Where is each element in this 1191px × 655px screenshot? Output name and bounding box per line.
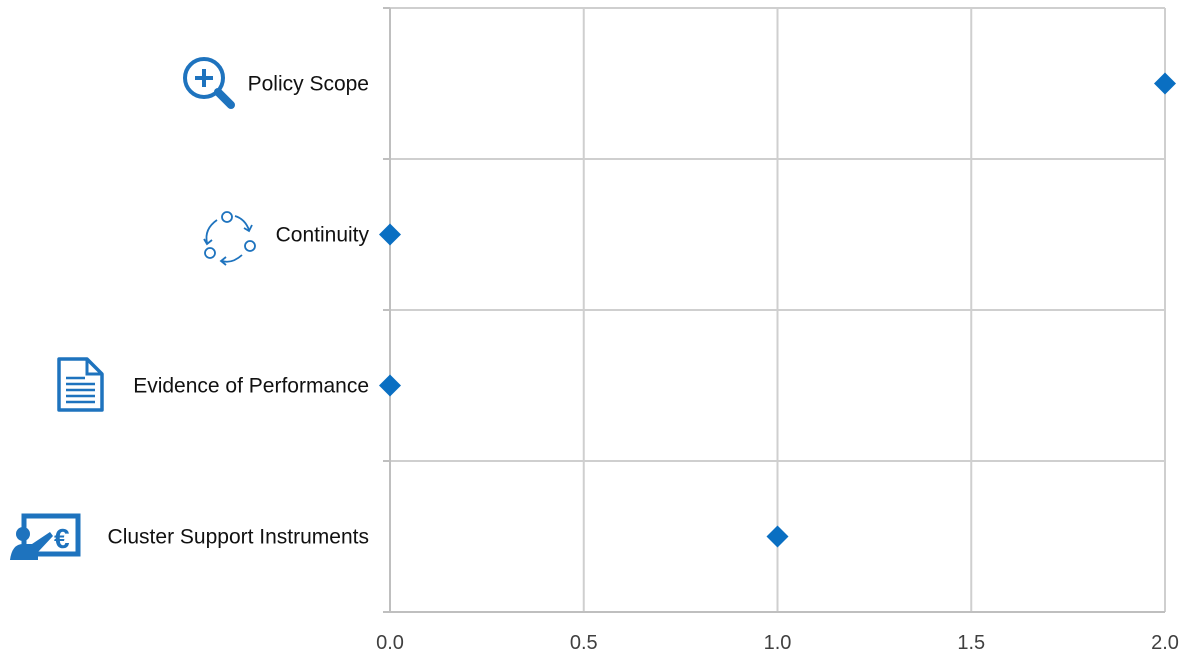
data-point [1154,72,1176,95]
grid-lines [390,7,1166,612]
axes [383,7,1165,613]
data-point [379,374,401,397]
data-markers [379,72,1176,548]
x-tick-label: 0.5 [570,632,598,654]
document-icon [57,357,104,412]
category-label: Cluster Support Instruments [108,526,369,549]
category-label: Continuity [276,224,370,247]
x-tick-label: 1.0 [764,632,792,654]
category-label: Evidence of Performance [133,375,369,398]
magnifier-plus-icon [183,57,235,109]
x-tick-label: 2.0 [1151,632,1179,654]
x-tick-label: 0.0 [376,632,404,654]
svg-text:€: € [54,523,70,554]
category-labels: Policy Scope Continuity Evidence of Perfor… [108,73,370,549]
category-label: Policy Scope [248,73,369,96]
presenter-euro-icon: € [10,513,81,560]
cycle-arrows-icon [203,211,256,266]
data-point [766,525,789,548]
x-tick-labels: 0.0 0.5 1.0 1.5 2.0 [376,632,1179,654]
x-tick-label: 1.5 [957,632,985,654]
data-point [379,223,401,246]
